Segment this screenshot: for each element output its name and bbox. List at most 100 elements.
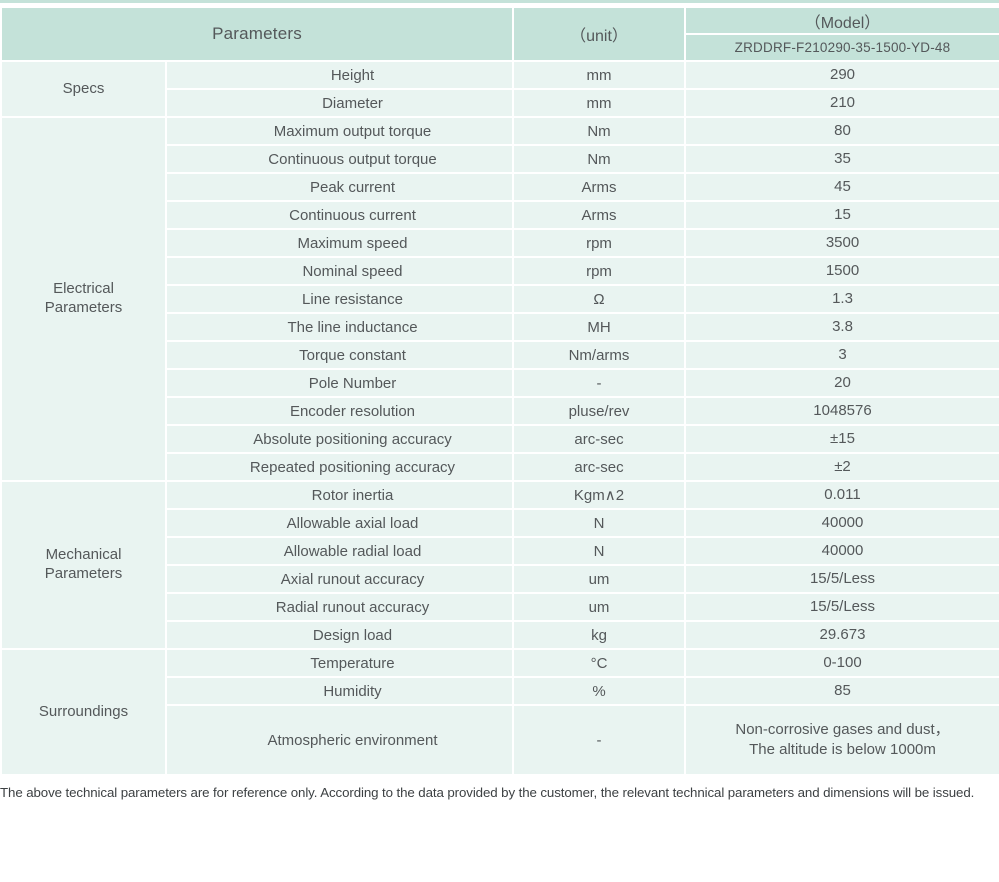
table-row: Electrical Parameters Maximum output torq… — [0, 116, 999, 482]
parameter-name-cell: Humidity — [165, 676, 514, 706]
value-cell: 20 — [684, 368, 999, 398]
unit-cell: mm — [512, 60, 686, 90]
value-cell: Non-corrosive gases and dust， The altitu… — [684, 704, 999, 776]
value-cell: 210 — [684, 88, 999, 118]
unit-cell: Nm — [512, 144, 686, 174]
unit-cell: arc-sec — [512, 424, 686, 454]
table-row: Radial runout accuracy um 15/5/Less — [1, 592, 999, 622]
table-row: The line inductance MH 3.8 — [1, 312, 999, 342]
parameter-name-cell: Absolute positioning accuracy — [165, 424, 514, 454]
value-cell: ±15 — [684, 424, 999, 454]
parameter-name-cell: Axial runout accuracy — [165, 564, 514, 594]
unit-cell: rpm — [512, 228, 686, 258]
section-label-surroundings: Surroundings — [0, 648, 167, 776]
table-row: Peak current Arms 45 — [1, 172, 999, 202]
parameter-name-cell: Diameter — [165, 88, 514, 118]
parameter-name-cell: Peak current — [165, 172, 514, 202]
table-row: Specs Height mm 290 — [0, 60, 999, 118]
value-cell: 29.673 — [684, 620, 999, 650]
table-row: Absolute positioning accuracy arc-sec ±15 — [1, 424, 999, 454]
header-row-top: Parameters （unit） （Model） — [0, 6, 999, 62]
table-row: Line resistance Ω 1.3 — [1, 284, 999, 314]
value-cell: 85 — [684, 676, 999, 706]
unit-cell: kg — [512, 620, 686, 650]
value-cell: 0-100 — [684, 648, 999, 678]
value-cell: 1048576 — [684, 396, 999, 426]
parameter-name-cell: Repeated positioning accuracy — [165, 452, 514, 482]
parameter-name-cell: Continuous current — [165, 200, 514, 230]
table-row: Allowable radial load N 40000 — [1, 536, 999, 566]
model-column-header: （Model） — [684, 6, 999, 35]
unit-cell: N — [512, 508, 686, 538]
unit-cell: arc-sec — [512, 452, 686, 482]
parameter-name-cell: Allowable axial load — [165, 508, 514, 538]
unit-cell: rpm — [512, 256, 686, 286]
value-cell: 35 — [684, 144, 999, 174]
unit-cell: Nm — [512, 116, 686, 146]
value-cell: 1500 — [684, 256, 999, 286]
table-row: Pole Number -20 — [1, 368, 999, 398]
parameter-name-cell: Rotor inertia — [165, 480, 514, 510]
parameter-name-cell: Temperature — [165, 648, 514, 678]
parameter-name-cell: The line inductance — [165, 312, 514, 342]
unit-cell: Nm/arms — [512, 340, 686, 370]
unit-cell: Ω — [512, 284, 686, 314]
table-row: Torque constant Nm/arms 3 — [1, 340, 999, 370]
parameter-name-cell: Radial runout accuracy — [165, 592, 514, 622]
value-cell: 15/5/Less — [684, 564, 999, 594]
table-header: Parameters （unit） （Model） ZRDDRF-F210290… — [0, 6, 999, 62]
table-row: Atmospheric environment - Non-corrosive ga… — [1, 704, 999, 776]
section-label-electrical-parameters: Electrical Parameters — [0, 116, 167, 482]
table-row: Humidity% 85 — [1, 676, 999, 706]
unit-cell: - — [512, 704, 686, 776]
value-cell: 40000 — [684, 536, 999, 566]
unit-cell: um — [512, 564, 686, 594]
parameter-name-cell: Maximum speed — [165, 228, 514, 258]
table-row: Maximum speed rpm 3500 — [1, 228, 999, 258]
value-cell: 15 — [684, 200, 999, 230]
unit-cell: Kgm∧2 — [512, 480, 686, 510]
unit-cell: um — [512, 592, 686, 622]
unit-cell: °C — [512, 648, 686, 678]
unit-column-header: （unit） — [512, 6, 686, 62]
parameter-name-cell: Height — [165, 60, 514, 90]
table-row: Axial runout accuracy um 15/5/Less — [1, 564, 999, 594]
section-label-specs: Specs — [0, 60, 167, 118]
table-row: Surroundings Temperature °C 0-100 — [0, 648, 999, 776]
table-row: Continuous current Arms 15 — [1, 200, 999, 230]
parameters-column-header: Parameters — [0, 6, 514, 62]
value-cell: 0.011 — [684, 480, 999, 510]
value-cell: 15/5/Less — [684, 592, 999, 622]
value-cell: ±2 — [684, 452, 999, 482]
header-row-model-number: ZRDDRF-F210290-35-1500-YD-48 — [1, 33, 999, 62]
parameter-name-cell: Torque constant — [165, 340, 514, 370]
parameter-name-cell: Encoder resolution — [165, 396, 514, 426]
footnote-text: The above technical parameters are for r… — [0, 785, 975, 800]
value-cell: 80 — [684, 116, 999, 146]
unit-cell: mm — [512, 88, 686, 118]
parameter-name-cell: Atmospheric environment — [165, 704, 514, 776]
value-cell: 1.3 — [684, 284, 999, 314]
unit-cell: N — [512, 536, 686, 566]
unit-cell: Arms — [512, 172, 686, 202]
value-cell: 45 — [684, 172, 999, 202]
model-number: ZRDDRF-F210290-35-1500-YD-48 — [684, 33, 999, 62]
table-row: Encoder resolution pluse/rev 1048576 — [1, 396, 999, 426]
section-label-mechanical-parameters: Mechanical Parameters — [0, 480, 167, 650]
top-accent-line — [0, 0, 999, 3]
table-row: Nominal speed rpm 1500 — [1, 256, 999, 286]
value-cell: 3.8 — [684, 312, 999, 342]
unit-cell: - — [512, 368, 686, 398]
value-cell: 3 — [684, 340, 999, 370]
parameter-name-cell: Allowable radial load — [165, 536, 514, 566]
parameter-name-cell: Line resistance — [165, 284, 514, 314]
unit-cell: % — [512, 676, 686, 706]
value-cell: 3500 — [684, 228, 999, 258]
parameter-name-cell: Pole Number — [165, 368, 514, 398]
parameter-name-cell: Nominal speed — [165, 256, 514, 286]
unit-cell: pluse/rev — [512, 396, 686, 426]
parameter-name-cell: Design load — [165, 620, 514, 650]
unit-cell: MH — [512, 312, 686, 342]
spec-parameters-table: Parameters （unit） （Model） ZRDDRF-F210290… — [0, 6, 999, 776]
table-row: Allowable axial load N 40000 — [1, 508, 999, 538]
